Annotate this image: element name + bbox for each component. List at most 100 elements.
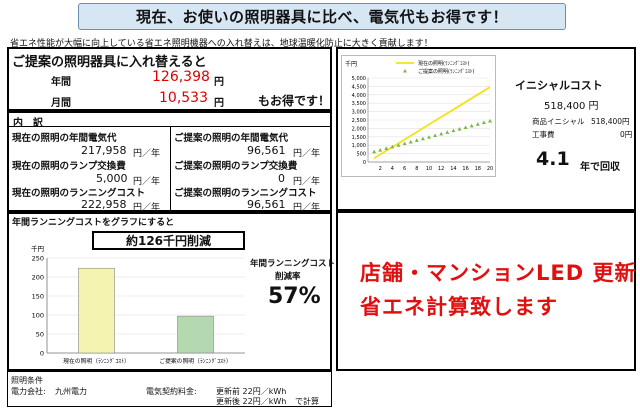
proposed-power-label: ご提案の照明の年間電気代 (174, 133, 289, 144)
series-proposed-point (414, 138, 419, 142)
current-running-label: 現在の照明のランニングコスト (12, 188, 146, 199)
line-y-tick: 500 (356, 152, 366, 158)
bar-y-tick: 250 (32, 255, 44, 263)
summary-tagline: もお得です！ (258, 94, 331, 108)
series-proposed-point (396, 143, 401, 147)
payback-value: 4.1 (536, 148, 570, 170)
current-lamp-label: 現在の照明のランプ交換費 (12, 161, 126, 172)
series-proposed-point (420, 136, 425, 141)
work-cost-value: 0円 (620, 130, 633, 139)
subtitle: 省エネ性能が大幅に向上している省エネ照明機器への入れ替えは、地球温暖化防止に大き… (10, 39, 433, 49)
line-x-tick: 10 (426, 166, 432, 172)
cumulative-cost-line-chart: 千円 0 500 1,000 1,500 2,000 2,500 3,000 3,500 4,00… (345, 60, 493, 172)
legend-proposed-swatch (403, 69, 407, 73)
proposed-power-value: 96,561 (247, 144, 286, 157)
promo-line-1: 店舗・マンションLED 更新 (360, 261, 637, 285)
line-x-tick: 6 (403, 166, 406, 172)
breakdown-header: 内 訳 (9, 113, 330, 129)
rate-value: 57% (268, 284, 321, 309)
bar-category-label: 現在の照明（ﾗﾝﾆﾝｸﾞｺｽﾄ） (63, 357, 130, 365)
rate-before: 更新前 22円／kWh (216, 387, 287, 396)
current-lamp-value: 5,000 (96, 172, 128, 185)
proposed-lamp-value: 0 (278, 172, 285, 185)
series-proposed-point (433, 133, 438, 138)
summary-heading: ご提案の照明器具に入れ替えると (12, 55, 207, 70)
series-proposed-point (488, 118, 492, 123)
payback-suffix: 年で回収 (580, 162, 620, 173)
line-y-tick: 5,000 (352, 76, 366, 82)
line-y-tick: 1,000 (352, 143, 366, 149)
summary-panel: ご提案の照明器具に入れ替えると 年間 126,398 円 月間 10,533 円… (7, 47, 332, 111)
bar-y-tick: 200 (32, 274, 44, 282)
line-x-tick: 2 (379, 166, 382, 172)
series-proposed-point (445, 130, 450, 134)
monthly-unit: 円 (214, 98, 224, 109)
line-chart-frame: 千円 0 500 1,000 1,500 2,000 2,500 3,000 3,500 4,00… (341, 55, 496, 177)
series-proposed-point (408, 139, 413, 144)
current-lamp-unit: 円／年 (133, 177, 161, 187)
product-initial-value: 518,400円 (591, 117, 630, 126)
series-proposed-point (451, 128, 456, 133)
contract-rate-label: 電気契約料金: (146, 387, 197, 396)
cost-chart-panel: 年間ランニングコストをグラフにすると 約126千円削減 年間ランニングコスト 削… (7, 212, 336, 371)
bar-y-tick: 150 (32, 293, 44, 301)
series-proposed-point (475, 122, 480, 126)
series-proposed-point (457, 126, 462, 131)
series-proposed-point (469, 123, 474, 128)
breakdown-divider (170, 127, 171, 210)
line-y-tick: 3,500 (352, 101, 366, 107)
series-proposed-point (372, 149, 377, 154)
series-current-line (373, 86, 491, 160)
bar-category-label: ご提案の照明（ﾗﾝﾆﾝｸﾞｺｽﾄ） (159, 357, 231, 365)
line-y-tick: 3,000 (352, 110, 366, 116)
current-power-value: 217,958 (81, 144, 127, 157)
current-running-value: 222,958 (81, 198, 127, 211)
line-y-tick: 1,500 (352, 135, 366, 141)
conditions-heading: 照明条件 (11, 376, 43, 385)
rate-label-2: 削減率 (275, 272, 301, 282)
cumulative-cost-panel: 千円 0 500 1,000 1,500 2,000 2,500 3,000 3,500 4,00… (336, 47, 636, 211)
bar-y-tick: 0 (40, 350, 44, 358)
current-power-label: 現在の照明の年間電気代 (12, 133, 117, 144)
series-proposed-point (481, 120, 486, 125)
calc-note: で計算 (295, 397, 319, 406)
current-power-unit: 円／年 (133, 149, 161, 159)
line-x-tick: 16 (462, 166, 468, 172)
bar-y-tick: 100 (32, 312, 44, 320)
annual-unit: 円 (214, 77, 224, 88)
series-proposed-point (427, 135, 431, 139)
current-running-unit: 円／年 (133, 203, 161, 213)
rate-after: 更新後 22円／kWh (216, 397, 287, 406)
proposed-running-unit: 円／年 (293, 203, 321, 213)
series-proposed-point (439, 131, 444, 136)
reduction-box: 約126千円削減 (92, 231, 245, 250)
series-proposed-point (390, 144, 395, 149)
line-x-tick: 12 (438, 166, 444, 172)
work-cost-label: 工事費 (532, 130, 555, 139)
series-proposed-point (463, 125, 468, 129)
monthly-label: 月間 (51, 98, 71, 109)
line-x-tick: 8 (415, 166, 418, 172)
proposed-power-unit: 円／年 (293, 149, 321, 159)
proposed-lamp-label: ご提案の照明のランプ交換費 (174, 161, 298, 172)
monthly-value: 10,533 (159, 90, 208, 106)
line-x-tick: 4 (391, 166, 394, 172)
series-proposed-point (402, 141, 407, 146)
page-title: 現在、お使いの照明器具に比べ、電気代もお得です！ (135, 8, 508, 26)
bar-proposed (177, 315, 214, 354)
cost-chart-heading: 年間ランニングコストをグラフにすると (12, 218, 175, 228)
power-company-value: 九州電力 (55, 387, 87, 396)
line-x-tick: 20 (487, 166, 493, 172)
rate-label-1: 年間ランニングコスト (250, 259, 336, 269)
page-title-banner: 現在、お使いの照明器具に比べ、電気代もお得です！ (78, 3, 566, 30)
annual-label: 年間 (51, 77, 71, 88)
breakdown-heading: 内 訳 (13, 118, 43, 129)
initial-cost-total: 518,400 円 (544, 101, 599, 112)
line-x-tick: 18 (475, 166, 481, 172)
product-initial-label: 商品イニシャル (532, 117, 585, 126)
line-y-tick: 4,500 (352, 84, 366, 90)
proposed-running-value: 96,561 (247, 198, 286, 211)
reduction-label: 約126千円削減 (125, 234, 212, 248)
promo-line-2: 省エネ計算致します (360, 295, 558, 319)
annual-value: 126,398 (152, 69, 210, 85)
